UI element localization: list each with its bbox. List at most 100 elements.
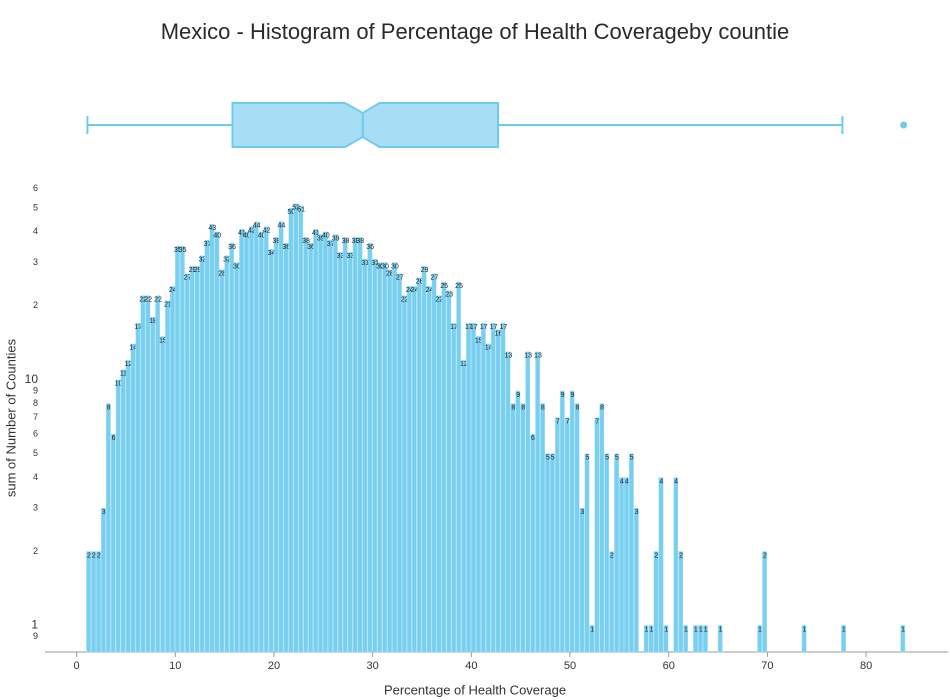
- bar: [658, 477, 664, 653]
- bar-label: 40: [213, 233, 221, 240]
- bar-label: 38: [342, 238, 350, 245]
- bar-label: 40: [258, 233, 266, 240]
- y-tick-label: 8: [33, 398, 38, 408]
- bar-label: 2: [763, 552, 767, 559]
- bar-label: 28: [218, 271, 226, 278]
- bar-label: 36: [307, 244, 315, 251]
- bar: [110, 434, 116, 653]
- bar-label: 39: [317, 235, 325, 242]
- bar: [204, 239, 210, 653]
- bar: [96, 551, 101, 653]
- bar-label: 9: [516, 392, 520, 399]
- bar-label: 5: [615, 455, 619, 462]
- bar-label: 30: [376, 263, 384, 270]
- x-tick-label: 70: [761, 660, 773, 672]
- bar: [357, 237, 363, 653]
- y-tick-label: 9: [33, 385, 38, 395]
- bar: [91, 551, 96, 653]
- bar-label: 22: [139, 296, 147, 303]
- y-tick-label: 2: [33, 546, 38, 556]
- bar-label: 7: [556, 419, 560, 426]
- bar-label: 29: [421, 267, 429, 274]
- bar-label: 5: [585, 455, 589, 462]
- bar: [629, 453, 634, 653]
- bar: [347, 252, 353, 653]
- bar-label: 3: [102, 509, 106, 516]
- bar-label: 5: [605, 455, 609, 462]
- bar: [717, 625, 723, 653]
- bar-label: 2: [679, 552, 683, 559]
- bar-label: 35: [174, 247, 182, 254]
- bar-label: 9: [571, 392, 575, 399]
- bar: [101, 508, 106, 653]
- bar-label: 8: [575, 404, 579, 411]
- bar-label: 27: [430, 275, 438, 282]
- y-tick-label: 4: [33, 472, 38, 482]
- bar-label: 37: [203, 241, 211, 248]
- bar: [150, 316, 156, 653]
- bar: [757, 625, 763, 653]
- bar-label: 1: [704, 626, 708, 633]
- bar: [466, 322, 471, 653]
- bar-label: 25: [455, 283, 463, 290]
- bar: [367, 242, 373, 653]
- bar-label: 1: [649, 626, 653, 633]
- box: [231, 102, 499, 148]
- y-tick-label: 3: [33, 503, 38, 513]
- bar-label: 26: [416, 279, 424, 286]
- bar: [352, 237, 358, 653]
- y-tick-label: 10: [25, 372, 39, 386]
- bar: [318, 234, 323, 653]
- bar: [372, 258, 378, 653]
- bar: [584, 453, 590, 653]
- bar: [135, 322, 141, 653]
- bar: [337, 252, 343, 653]
- bar: [293, 203, 299, 653]
- bar-label: 17: [490, 324, 498, 331]
- bar-label: 15: [159, 337, 167, 344]
- bar: [189, 265, 195, 653]
- bar-label: 5: [630, 455, 634, 462]
- bar: [441, 281, 447, 653]
- bar-label: 22: [401, 296, 409, 303]
- bar-label: 29: [189, 267, 197, 274]
- bar-label: 24: [169, 287, 177, 294]
- bar-label: 38: [356, 238, 364, 245]
- bar: [703, 625, 708, 653]
- bar-label: 37: [327, 241, 335, 248]
- bar: [180, 245, 185, 653]
- bar: [589, 625, 595, 653]
- y-tick-label: 6: [33, 183, 38, 193]
- bar-label: 1: [590, 626, 594, 633]
- bar: [564, 417, 570, 653]
- bar-label: 36: [366, 244, 374, 251]
- bar: [308, 242, 314, 653]
- bar-label: 2: [610, 552, 614, 559]
- bar-label: 1: [842, 626, 846, 633]
- bar-label: 52: [292, 205, 300, 212]
- bar: [402, 295, 407, 653]
- x-tick-label: 80: [860, 660, 872, 672]
- chart-title: Mexico - Histogram of Percentage of Heal…: [161, 19, 790, 44]
- bar: [436, 295, 442, 653]
- bar: [614, 453, 619, 653]
- bar: [530, 434, 536, 653]
- bar-label: 36: [282, 244, 290, 251]
- bar: [495, 329, 501, 653]
- y-tick-label: 4: [33, 226, 38, 236]
- bar-label: 51: [297, 207, 305, 214]
- x-axis-label: Percentage of Health Coverage: [384, 682, 566, 697]
- bar-label: 1: [802, 626, 806, 633]
- bar: [841, 625, 846, 653]
- bar: [258, 231, 264, 653]
- bar-label: 1: [645, 626, 649, 633]
- bar: [234, 262, 240, 653]
- bar-label: 24: [406, 287, 414, 294]
- bar-label: 50: [287, 209, 295, 216]
- bar-label: 34: [268, 250, 276, 257]
- bar-label: 11: [120, 370, 127, 377]
- y-tick-label: 6: [33, 429, 38, 439]
- bar: [485, 343, 491, 653]
- bar: [382, 262, 388, 653]
